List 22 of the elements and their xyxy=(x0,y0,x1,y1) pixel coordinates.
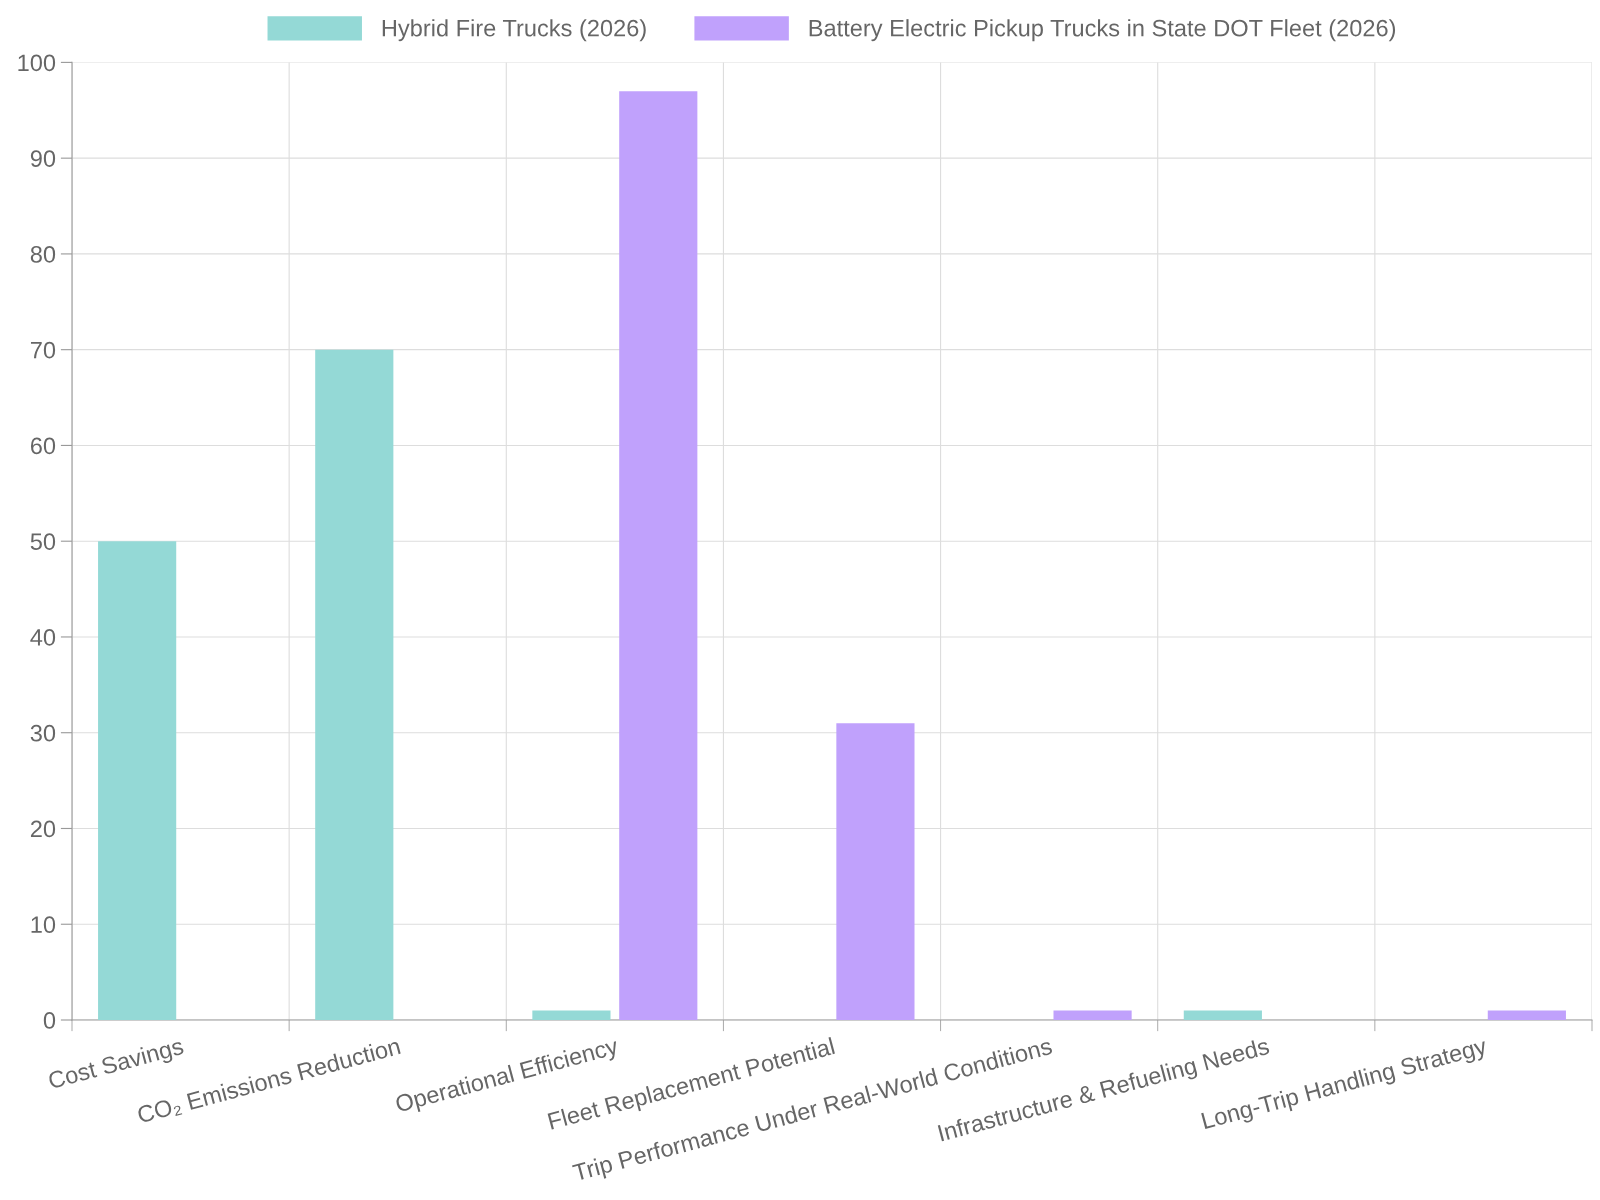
bar xyxy=(836,723,915,1020)
y-tick-label: 20 xyxy=(30,820,56,838)
y-tick-label: 40 xyxy=(30,629,56,646)
bar xyxy=(619,91,698,1020)
y-tick-label: 10 xyxy=(31,916,56,934)
x-tick-label: Cost Savings xyxy=(47,1036,186,1094)
y-tick-label: 50 xyxy=(30,533,56,550)
y-tick-label: 80 xyxy=(30,245,56,263)
legend-label: Hybrid Fire Trucks (2026) xyxy=(382,19,646,42)
bar xyxy=(1053,1010,1132,1020)
y-tick-label: 100 xyxy=(18,54,56,72)
y-tick-label: 60 xyxy=(30,437,56,455)
bar xyxy=(315,349,394,1020)
y-tick-label: 90 xyxy=(30,150,56,167)
bar xyxy=(1183,1010,1262,1020)
bar xyxy=(1487,1010,1566,1020)
bar xyxy=(98,541,177,1020)
y-tick-label: 0 xyxy=(43,1012,56,1029)
y-tick-label: 70 xyxy=(30,341,56,359)
y-tick-label: 30 xyxy=(30,724,56,742)
legend-label: Battery Electric Pickup Trucks in State DOT Fleet (2026) xyxy=(809,19,1396,42)
bar xyxy=(532,1010,611,1020)
